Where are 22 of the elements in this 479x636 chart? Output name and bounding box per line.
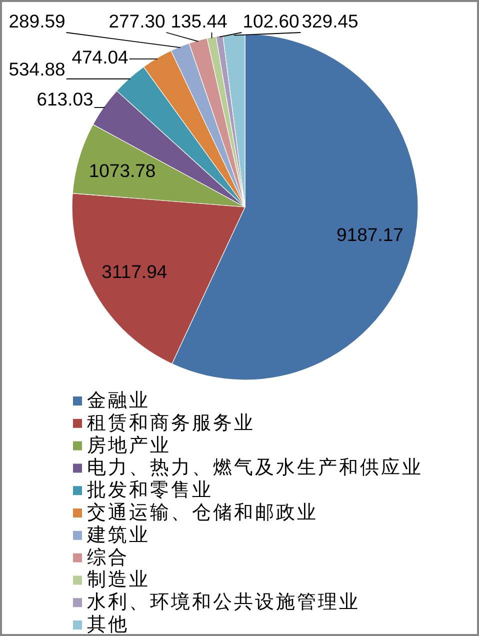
legend-label: 制造业 <box>87 570 150 591</box>
legend-label: 其他 <box>87 614 129 636</box>
data-label: 277.30 <box>108 10 166 32</box>
data-label: 135.44 <box>170 10 228 32</box>
data-label: 474.04 <box>72 46 128 68</box>
legend-label: 水利、环境和公共设施管理业 <box>87 591 360 614</box>
legend-label: 电力、热力、燃气及水生产和供应业 <box>87 456 423 479</box>
legend-label: 房地产业 <box>87 434 171 456</box>
data-label: 1073.78 <box>88 160 156 182</box>
legend-label: 交通运输、仓储和邮政业 <box>87 502 318 524</box>
legend-label: 租赁和商务服务业 <box>87 412 255 434</box>
data-label: 289.59 <box>8 10 66 32</box>
data-label: 9187.17 <box>336 224 404 246</box>
data-label: 613.03 <box>36 88 94 110</box>
legend-label: 金融业 <box>87 390 150 412</box>
legend-label: 批发和零售业 <box>87 480 213 502</box>
data-label: 534.88 <box>8 58 66 80</box>
data-label: 3117.94 <box>102 260 168 282</box>
data-label: 329.45 <box>302 10 358 32</box>
legend-label: 综合 <box>87 547 129 568</box>
legend-label: 建筑业 <box>86 524 150 546</box>
data-label: 102.60 <box>242 10 300 32</box>
